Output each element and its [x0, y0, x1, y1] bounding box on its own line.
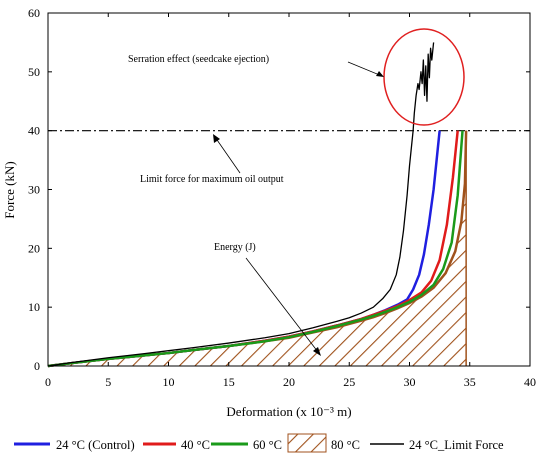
x-tick-label: 15 [223, 375, 235, 389]
y-tick-label: 20 [28, 241, 40, 255]
annotation-limit-force-text: Limit force for maximum oil output [140, 174, 284, 185]
annotation-energy-arrow [245, 257, 319, 353]
y-tick-label: 50 [28, 65, 40, 79]
x-tick-label: 25 [343, 375, 355, 389]
annotation-serration-arrowhead [376, 71, 384, 77]
x-tick-label: 20 [283, 375, 295, 389]
legend: 24 °C (Control) 40 °C 60 °C 80 °C 24 °C_… [14, 433, 504, 453]
x-tick-label: 5 [105, 375, 111, 389]
annotation-limit-force-arrowhead [213, 134, 220, 143]
y-tick-label: 30 [28, 183, 40, 197]
x-tick-label: 40 [524, 375, 536, 389]
x-tick-label: 0 [45, 375, 51, 389]
x-tick-label: 35 [464, 375, 476, 389]
x-tick-label: 10 [163, 375, 175, 389]
annotation-energy: Energy (J) [214, 242, 321, 356]
annotation-energy-text: Energy (J) [214, 242, 256, 253]
annotation-limit-force: Limit force for maximum oil output [140, 134, 284, 185]
annotation-limit-force-arrow [214, 136, 241, 174]
y-tick-label: 10 [28, 300, 40, 314]
y-ticks: 0 10 20 30 40 50 60 [28, 6, 530, 373]
annotation-energy-arrowhead [313, 347, 321, 356]
annotation-serration: Serration effect (seedcake ejection) [128, 28, 465, 126]
x-ticks: 0 5 10 15 20 25 30 35 40 [45, 13, 536, 389]
y-tick-label: 0 [34, 359, 40, 373]
y-tick-label: 40 [28, 124, 40, 138]
legend-label-24c-limit-force: 24 °C_Limit Force [409, 438, 504, 452]
y-tick-label: 60 [28, 6, 40, 20]
series-layer [47, 42, 468, 368]
series-line-24-c-limit-force [47, 42, 435, 367]
annotation-serration-text: Serration effect (seedcake ejection) [128, 54, 269, 65]
legend-label-24c-control: 24 °C (Control) [56, 438, 135, 452]
legend-label-40c: 40 °C [181, 438, 210, 452]
legend-label-80c: 80 °C [331, 438, 360, 452]
x-axis-title: Deformation (x 10⁻³ m) [226, 404, 351, 419]
x-tick-label: 30 [404, 375, 416, 389]
hatched-area-layer [48, 130, 467, 366]
legend-label-60c: 60 °C [253, 438, 282, 452]
legend-swatch-80c [287, 433, 327, 453]
annotation-serration-arrow [347, 61, 383, 77]
y-axis-title: Force (kN) [2, 161, 17, 218]
series-line-60-c [47, 130, 464, 368]
series-area-80-c [48, 130, 467, 366]
